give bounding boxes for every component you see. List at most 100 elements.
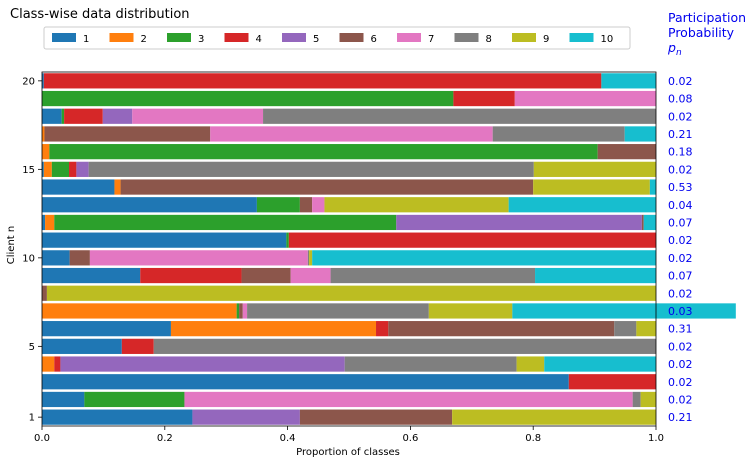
legend-label-class-1: 1 xyxy=(83,34,89,45)
bar-client-14-class-2 xyxy=(114,179,121,195)
bar-client-9-class-4 xyxy=(140,267,242,284)
bar-client-1-class-6 xyxy=(299,409,453,425)
bar-client-10-class-8 xyxy=(307,250,310,266)
legend-swatch-class-6 xyxy=(339,33,364,42)
bar-client-15-class-2 xyxy=(43,161,52,177)
participation-values: 0.21 0.02 0.02 0.02 0.02 0.31 0.03 0.02 0.07 0.02… xyxy=(668,75,693,424)
y-tick-label-1: 1 xyxy=(29,413,35,424)
bar-client-18-class-5 xyxy=(102,108,133,124)
legend-frame xyxy=(43,26,631,50)
participation-value-client-17: 0.21 xyxy=(668,128,693,141)
bar-client-12-class-6 xyxy=(641,214,644,231)
bar-client-17-class-6 xyxy=(44,126,211,142)
participation-value-client-19: 0.08 xyxy=(668,93,693,106)
legend-label-class-3: 3 xyxy=(198,34,204,45)
bar-client-3-class-4 xyxy=(568,374,656,390)
bar-client-8-class-6 xyxy=(42,285,47,301)
bar-client-5-class-1 xyxy=(42,338,122,354)
participation-value-client-15: 0.02 xyxy=(668,163,693,176)
bar-client-13-class-9 xyxy=(324,197,509,213)
bar-client-6-class-1 xyxy=(42,321,171,337)
bar-client-13-class-10 xyxy=(508,197,656,213)
x-tick-label-0.2: 0.2 xyxy=(157,433,173,444)
bar-client-9-class-8 xyxy=(330,267,536,284)
bar-client-13-class-7 xyxy=(312,197,325,213)
bar-client-19-class-4 xyxy=(453,90,515,107)
x-axis-label: Proportion of classes xyxy=(296,447,400,458)
bar-client-6-class-9 xyxy=(636,321,656,337)
legend-label-class-9: 9 xyxy=(543,34,549,45)
bar-client-5-class-4 xyxy=(121,338,154,354)
y-tick-label-20: 20 xyxy=(22,76,35,87)
bar-client-4-class-5 xyxy=(60,356,345,372)
bar-client-10-class-9 xyxy=(309,250,313,266)
legend-swatch-class-8 xyxy=(454,33,479,42)
bar-client-16-class-6 xyxy=(597,144,656,160)
bar-client-12-class-2 xyxy=(45,214,55,231)
bar-client-5-class-8 xyxy=(153,338,656,354)
x-tick-label-0.8: 0.8 xyxy=(525,433,541,444)
bar-client-13-class-3 xyxy=(256,197,300,213)
bar-client-18-class-8 xyxy=(263,108,656,124)
bar-client-17-class-2 xyxy=(42,126,45,142)
bar-client-1-class-1 xyxy=(42,409,193,425)
participation-heading-line1: Participation xyxy=(668,10,746,25)
legend-swatch-class-4 xyxy=(224,33,249,42)
bar-client-20-class-10 xyxy=(601,73,656,89)
legend-swatch-class-2 xyxy=(109,33,134,42)
bar-client-2-class-9 xyxy=(640,391,656,408)
bar-client-14-class-6 xyxy=(120,179,534,195)
bar-client-4-class-8 xyxy=(344,356,517,372)
bar-client-10-class-1 xyxy=(42,250,70,266)
y-axis-label: Client n xyxy=(6,226,17,264)
bar-client-11-class-3 xyxy=(286,232,289,248)
participation-value-client-3: 0.02 xyxy=(668,376,693,389)
bar-client-15-class-5 xyxy=(76,161,89,177)
x-tick-label-0.0: 0.0 xyxy=(34,433,50,444)
bar-client-10-class-6 xyxy=(69,250,90,266)
y-tick-label-5: 5 xyxy=(29,342,35,353)
bar-client-8-class-9 xyxy=(46,285,657,301)
bar-client-14-class-1 xyxy=(42,179,115,195)
bar-client-10-class-10 xyxy=(312,250,656,266)
participation-value-client-7: 0.03 xyxy=(668,305,693,318)
bar-client-17-class-8 xyxy=(492,126,625,142)
x-tick-label-0.6: 0.6 xyxy=(402,433,418,444)
bar-client-7-class-3 xyxy=(236,303,240,319)
chart-title: Class-wise data distribution xyxy=(10,7,190,22)
bar-client-4-class-10 xyxy=(544,356,656,372)
bar-client-9-class-7 xyxy=(290,267,331,284)
participation-value-client-12: 0.07 xyxy=(668,216,693,229)
participation-heading: Participation Probability pn xyxy=(667,10,746,58)
participation-symbol: pn xyxy=(667,40,682,58)
legend-swatch-class-9 xyxy=(512,33,536,42)
bar-client-4-class-4 xyxy=(54,356,61,372)
bar-client-3-class-1 xyxy=(42,374,569,390)
legend-label-class-4: 4 xyxy=(256,34,262,45)
bar-client-2-class-8 xyxy=(632,391,641,408)
legend-swatch-class-5 xyxy=(282,33,306,42)
participation-symbol-n: n xyxy=(676,48,682,58)
y-axis-label-text: Client n xyxy=(6,226,17,264)
bar-client-7-class-7 xyxy=(242,303,248,319)
bar-client-15-class-9 xyxy=(533,161,656,177)
bars-group xyxy=(42,73,736,425)
x-tick-label-1.0: 1.0 xyxy=(648,433,664,444)
bar-client-13-class-6 xyxy=(299,197,313,213)
bar-client-9-class-1 xyxy=(42,267,141,284)
bar-client-17-class-7 xyxy=(210,126,493,142)
bar-client-15-class-8 xyxy=(88,161,534,177)
legend-label-class-8: 8 xyxy=(486,34,492,45)
bar-client-6-class-2 xyxy=(170,321,377,337)
bar-client-12-class-10 xyxy=(643,214,656,231)
bar-client-1-class-5 xyxy=(192,409,300,425)
participation-value-client-9: 0.07 xyxy=(668,270,693,283)
bar-client-12-class-3 xyxy=(54,214,397,231)
bar-client-19-class-7 xyxy=(514,90,656,107)
bar-client-14-class-9 xyxy=(533,179,650,195)
participation-heading-line2: Probability xyxy=(668,25,735,40)
bar-client-18-class-7 xyxy=(132,108,264,124)
participation-value-client-18: 0.02 xyxy=(668,110,693,123)
